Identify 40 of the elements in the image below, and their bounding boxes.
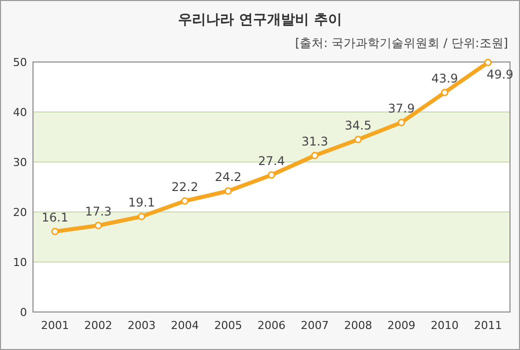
data-label: 27.4 xyxy=(258,154,285,168)
point xyxy=(51,228,59,236)
x-tick-label: 2007 xyxy=(300,319,329,332)
point xyxy=(268,171,276,179)
point xyxy=(311,152,319,160)
data-label: 17.3 xyxy=(84,204,112,218)
data-label: 43.9 xyxy=(431,72,458,86)
data-label: 16.1 xyxy=(42,210,68,224)
y-tick-label: 30 xyxy=(13,156,27,169)
y-tick-label: 20 xyxy=(13,206,27,219)
x-tick-label: 2005 xyxy=(214,319,242,332)
x-tick-label: 2002 xyxy=(84,319,112,332)
x-tick-label: 2009 xyxy=(387,319,416,332)
data-label: 34.5 xyxy=(344,118,372,132)
y-tick-label: 50 xyxy=(13,56,27,69)
data-label: 37.9 xyxy=(388,102,415,116)
point xyxy=(398,118,406,126)
point xyxy=(94,222,102,230)
x-tick-label: 2010 xyxy=(430,319,459,332)
point xyxy=(440,88,448,96)
x-tick-label: 2006 xyxy=(258,319,286,332)
y-tick-label: 0 xyxy=(20,306,27,319)
chart-subtitle: [출처: 국가과학기술위원회 / 단위:조원] xyxy=(295,36,508,50)
x-tick-label: 2001 xyxy=(41,319,69,332)
point xyxy=(224,187,232,195)
point xyxy=(484,58,492,66)
point xyxy=(354,136,362,144)
x-tick-label: 2008 xyxy=(344,319,372,332)
y-tick-label: 40 xyxy=(13,106,27,119)
x-tick-label: 2004 xyxy=(170,319,199,332)
data-label: 19.1 xyxy=(128,196,155,210)
data-label: 24.2 xyxy=(214,170,242,184)
data-label: 31.3 xyxy=(301,134,328,148)
point xyxy=(181,197,189,205)
x-tick-label: 2003 xyxy=(128,319,156,332)
x-tick-label: 2011 xyxy=(474,319,502,332)
data-label: 22.2 xyxy=(172,180,198,194)
point xyxy=(138,212,146,220)
y-tick-label: 10 xyxy=(13,256,27,269)
chart-title: 우리나라 연구개발비 추이 xyxy=(178,12,342,28)
